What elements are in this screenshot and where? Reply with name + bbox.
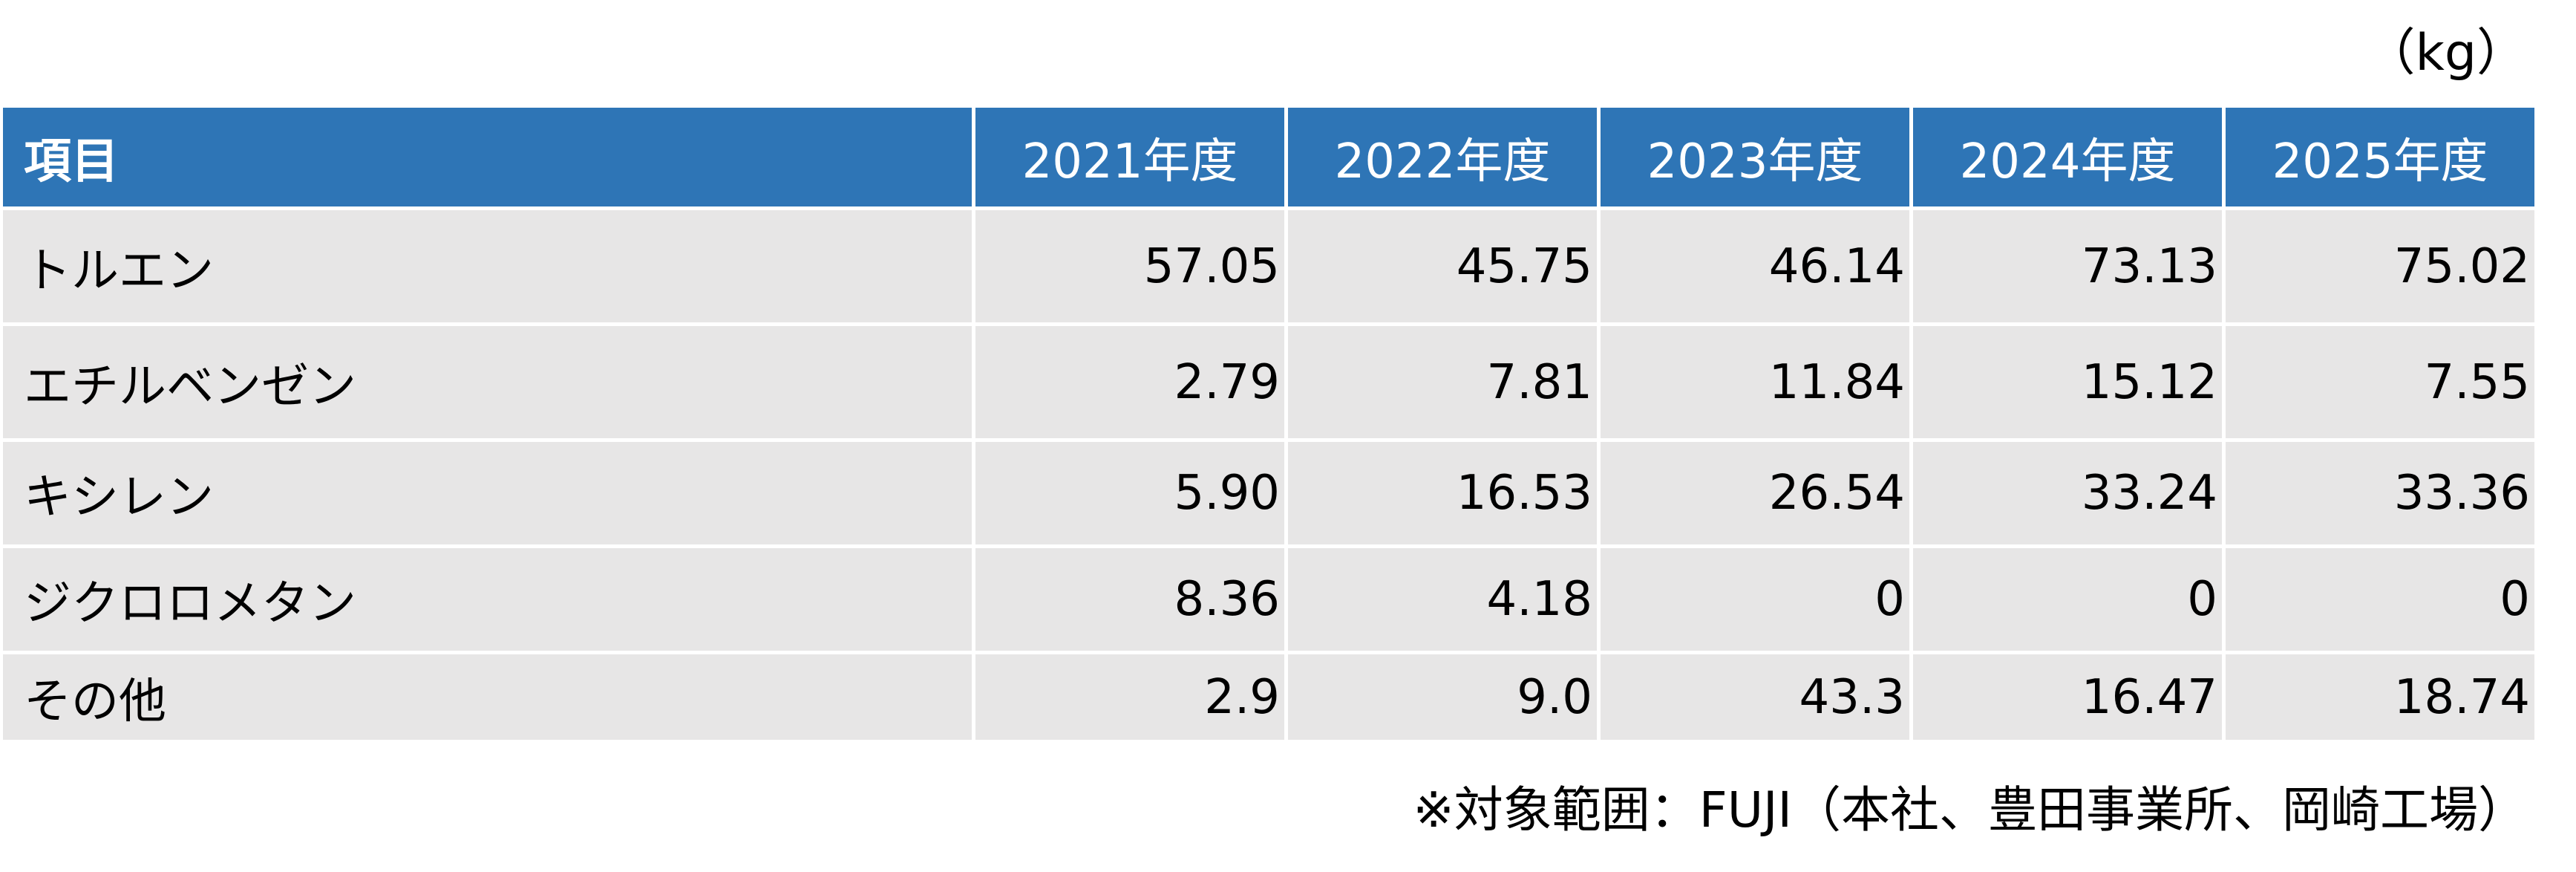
row-label: その他 (3, 654, 972, 740)
table-cell: 26.54 (1601, 442, 1909, 544)
table-cell: 15.12 (1913, 326, 2222, 438)
table-cell: 2.9 (975, 654, 1284, 740)
table-header-row: 項目 2021年度 2022年度 2023年度 2024年度 2025年度 (3, 108, 2534, 206)
table-cell: 73.13 (1913, 210, 2222, 322)
table-cell: 16.47 (1913, 654, 2222, 740)
table-cell: 33.24 (1913, 442, 2222, 544)
table-cell: 0 (2226, 548, 2534, 651)
table-row: ジクロロメタン 8.36 4.18 0 0 0 (3, 548, 2534, 651)
table-cell: 0 (1913, 548, 2222, 651)
header-item: 項目 (3, 108, 972, 206)
table-cell: 5.90 (975, 442, 1284, 544)
table-cell: 18.74 (2226, 654, 2534, 740)
header-year-2022: 2022年度 (1288, 108, 1597, 206)
table-row: エチルベンゼン 2.79 7.81 11.84 15.12 7.55 (3, 326, 2534, 438)
row-label: エチルベンゼン (3, 326, 972, 438)
table-cell: 9.0 (1288, 654, 1597, 740)
header-year-2023: 2023年度 (1601, 108, 1909, 206)
table-cell: 57.05 (975, 210, 1284, 322)
row-label: トルエン (3, 210, 972, 322)
header-year-2025: 2025年度 (2226, 108, 2534, 206)
table-cell: 2.79 (975, 326, 1284, 438)
table-row: トルエン 57.05 45.75 46.14 73.13 75.02 (3, 210, 2534, 322)
table-cell: 7.55 (2226, 326, 2534, 438)
table-cell: 43.3 (1601, 654, 1909, 740)
table-cell: 46.14 (1601, 210, 1909, 322)
table-cell: 16.53 (1288, 442, 1597, 544)
table-cell: 8.36 (975, 548, 1284, 651)
scope-footnote: ※対象範囲：FUJI（本社、豊田事業所、岡崎工場） (1413, 781, 2527, 839)
table-row: キシレン 5.90 16.53 26.54 33.24 33.36 (3, 442, 2534, 544)
table-cell: 7.81 (1288, 326, 1597, 438)
table-cell: 11.84 (1601, 326, 1909, 438)
table-cell: 75.02 (2226, 210, 2534, 322)
table-cell: 0 (1601, 548, 1909, 651)
header-year-2021: 2021年度 (975, 108, 1284, 206)
table-cell: 33.36 (2226, 442, 2534, 544)
table-row: その他 2.9 9.0 43.3 16.47 18.74 (3, 654, 2534, 740)
table-cell: 4.18 (1288, 548, 1597, 651)
row-label: キシレン (3, 442, 972, 544)
header-year-2024: 2024年度 (1913, 108, 2222, 206)
table-cell: 45.75 (1288, 210, 1597, 322)
emissions-table: 項目 2021年度 2022年度 2023年度 2024年度 2025年度 トル… (0, 104, 2538, 744)
row-label: ジクロロメタン (3, 548, 972, 651)
unit-label: （kg） (2364, 24, 2527, 82)
